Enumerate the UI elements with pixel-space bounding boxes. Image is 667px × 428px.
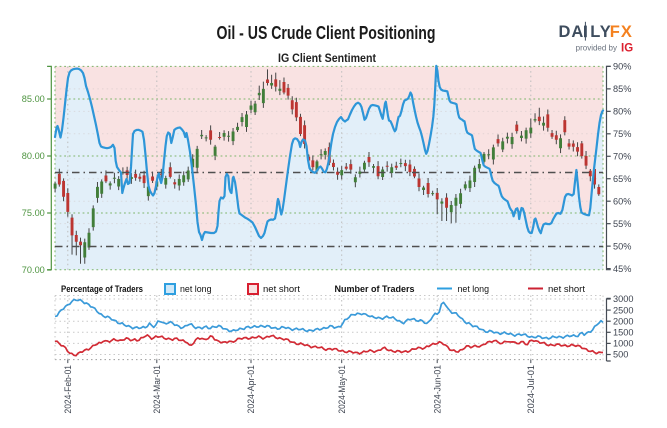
svg-text:Percentage of Traders: Percentage of Traders — [61, 284, 143, 294]
svg-text:IG Client Sentiment: IG Client Sentiment — [278, 53, 376, 65]
svg-text:2024-Jun-01: 2024-Jun-01 — [432, 365, 442, 414]
svg-text:85.00: 85.00 — [22, 94, 45, 104]
svg-text:Number of Traders: Number of Traders — [335, 284, 415, 294]
svg-text:IG: IG — [621, 43, 633, 55]
svg-text:Oil - US Crude Client Position: Oil - US Crude Client Positioning — [217, 22, 436, 43]
svg-text:2024-May-01: 2024-May-01 — [337, 365, 347, 414]
svg-text:LY: LY — [590, 23, 612, 41]
svg-text:500: 500 — [613, 350, 628, 360]
svg-text:45%: 45% — [613, 264, 631, 274]
svg-text:3000: 3000 — [613, 294, 633, 304]
svg-text:2000: 2000 — [613, 316, 633, 326]
svg-text:65%: 65% — [613, 174, 631, 184]
svg-text:80%: 80% — [613, 107, 631, 117]
svg-text:70%: 70% — [613, 151, 631, 161]
svg-text:55%: 55% — [613, 219, 631, 229]
svg-text:2024-Mar-01: 2024-Mar-01 — [152, 365, 162, 414]
svg-text:2024-Feb-01: 2024-Feb-01 — [63, 365, 73, 414]
svg-text:2024-Jul-01: 2024-Jul-01 — [526, 365, 536, 414]
svg-text:net long: net long — [458, 284, 490, 294]
svg-text:60%: 60% — [613, 196, 631, 206]
svg-text:85%: 85% — [613, 84, 631, 94]
svg-text:net long: net long — [180, 284, 212, 294]
svg-text:2500: 2500 — [613, 305, 633, 315]
svg-text:80.00: 80.00 — [22, 151, 45, 161]
svg-text:50%: 50% — [613, 241, 631, 251]
svg-text:75.00: 75.00 — [22, 208, 45, 218]
svg-text:net short: net short — [548, 284, 585, 294]
svg-text:net short: net short — [263, 284, 300, 294]
svg-text:2024-Apr-01: 2024-Apr-01 — [246, 365, 256, 414]
svg-text:70.00: 70.00 — [22, 265, 45, 275]
svg-text:FX: FX — [610, 23, 633, 41]
svg-text:provided by: provided by — [576, 44, 617, 53]
svg-text:DA: DA — [559, 23, 585, 41]
svg-text:90%: 90% — [613, 62, 631, 72]
svg-text:1000: 1000 — [613, 339, 633, 349]
svg-text:75%: 75% — [613, 129, 631, 139]
svg-text:1500: 1500 — [613, 328, 633, 338]
